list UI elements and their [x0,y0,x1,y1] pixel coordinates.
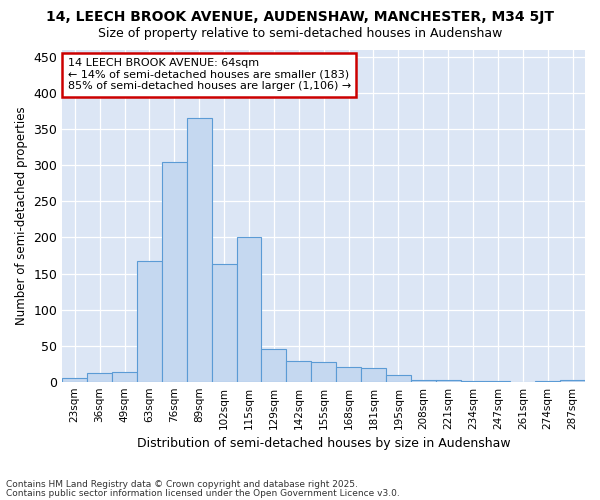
Bar [560,380,585,382]
Y-axis label: Number of semi-detached properties: Number of semi-detached properties [15,106,28,325]
Bar [436,380,461,382]
X-axis label: Distribution of semi-detached houses by size in Audenshaw: Distribution of semi-detached houses by … [137,437,511,450]
Bar [461,381,485,382]
Bar [286,362,311,382]
Bar [311,362,336,382]
Bar [535,381,560,382]
Bar [336,368,361,382]
Text: 14 LEECH BROOK AVENUE: 64sqm
← 14% of semi-detached houses are smaller (183)
85%: 14 LEECH BROOK AVENUE: 64sqm ← 14% of se… [68,58,351,92]
Bar [212,264,236,382]
Bar [386,375,411,382]
Text: Size of property relative to semi-detached houses in Audenshaw: Size of property relative to semi-detach… [98,28,502,40]
Bar [112,372,137,382]
Bar [485,381,511,382]
Bar [236,238,262,382]
Text: Contains HM Land Registry data © Crown copyright and database right 2025.: Contains HM Land Registry data © Crown c… [6,480,358,489]
Bar [361,368,386,382]
Bar [137,262,162,382]
Bar [411,380,436,382]
Bar [187,118,212,382]
Bar [87,373,112,382]
Bar [262,348,286,382]
Bar [62,378,87,382]
Text: 14, LEECH BROOK AVENUE, AUDENSHAW, MANCHESTER, M34 5JT: 14, LEECH BROOK AVENUE, AUDENSHAW, MANCH… [46,10,554,24]
Text: Contains public sector information licensed under the Open Government Licence v3: Contains public sector information licen… [6,489,400,498]
Bar [162,162,187,382]
